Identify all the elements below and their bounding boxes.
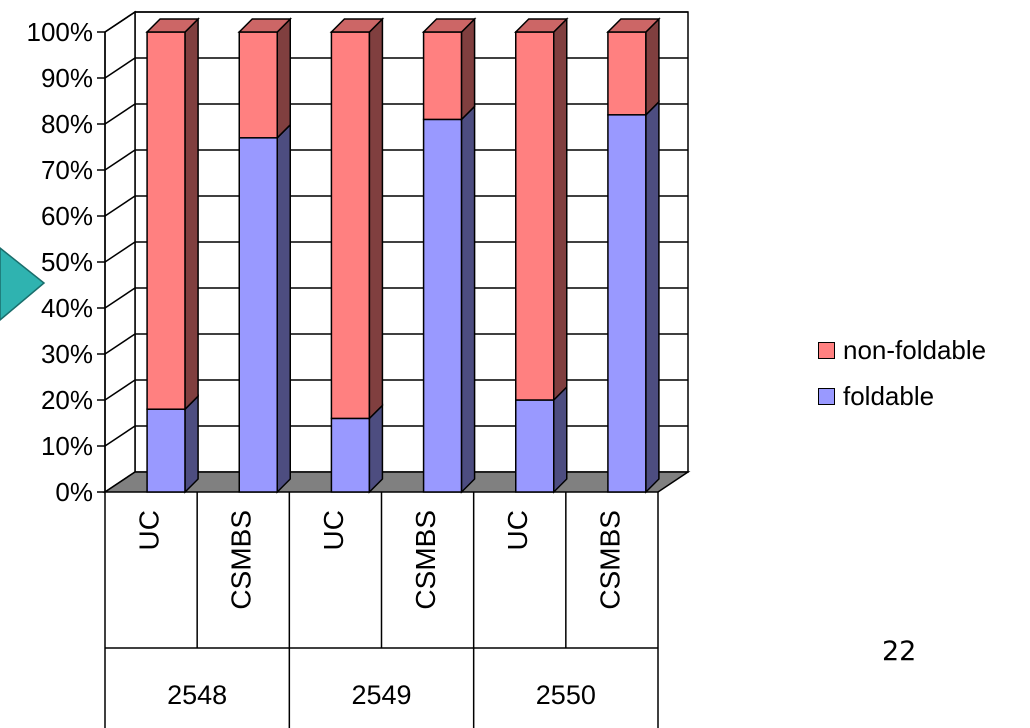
x-group-label: 2548	[167, 680, 227, 710]
y-tick-label: 0%	[55, 477, 93, 507]
bar-non-foldable-5	[607, 31, 647, 116]
y-tick-label: 10%	[41, 431, 93, 461]
x-tick-label: CSMBS	[594, 510, 625, 610]
x-tick-label: UC	[318, 510, 349, 550]
gridline	[104, 379, 688, 401]
legend-label-non-foldable: non-foldable	[843, 334, 987, 365]
x-tick-label: CSMBS	[410, 510, 441, 610]
bar-top-non-foldable-5	[606, 18, 661, 33]
bar-side-foldable-5	[645, 99, 660, 494]
y-tick-label: 50%	[41, 247, 93, 277]
gridline	[104, 333, 688, 355]
gridline	[104, 149, 688, 171]
gridline	[104, 425, 688, 447]
gridline	[104, 103, 688, 125]
bar-top-non-foldable-3	[421, 18, 477, 33]
gridline	[104, 11, 688, 33]
bar-side-foldable-1	[276, 122, 291, 494]
y-tick-label: 80%	[41, 109, 93, 139]
bar-foldable-4	[515, 399, 555, 493]
bar-side-non-foldable-0	[184, 17, 199, 412]
x-tick-label: CSMBS	[226, 510, 257, 610]
bar-foldable-1	[238, 137, 278, 493]
bar-top-non-foldable-0	[145, 18, 200, 33]
bar-top-non-foldable-1	[237, 18, 293, 33]
legend-item-non-foldable: non-foldable	[818, 330, 986, 370]
bar-top-non-foldable-4	[513, 18, 569, 33]
legend: non-foldable foldable	[818, 330, 986, 422]
x-group-label: 2549	[351, 680, 411, 710]
bar-side-non-foldable-1	[276, 17, 291, 140]
bar-foldable-2	[330, 417, 371, 493]
bar-side-foldable-4	[553, 385, 568, 494]
y-tick-label: 20%	[41, 385, 93, 415]
decorative-arrow-icon	[0, 247, 46, 321]
bar-top-non-foldable-2	[329, 18, 385, 33]
bar-side-non-foldable-2	[368, 17, 384, 421]
y-tick-label: 100%	[27, 17, 94, 47]
gridline	[104, 57, 688, 79]
bar-non-foldable-1	[238, 31, 278, 139]
bar-non-foldable-0	[146, 31, 186, 410]
y-tick-label: 30%	[41, 339, 93, 369]
bar-non-foldable-2	[330, 31, 371, 420]
slide-number: 22	[882, 636, 917, 667]
legend-item-foldable: foldable	[818, 376, 986, 416]
bar-side-foldable-3	[460, 104, 476, 494]
x-tick-label: UC	[133, 510, 164, 550]
bar-side-foldable-0	[184, 394, 199, 494]
gridline	[104, 241, 688, 263]
gridline	[104, 287, 688, 309]
y-tick-label: 60%	[41, 201, 93, 231]
bar-foldable-5	[607, 114, 647, 493]
legend-swatch-foldable	[818, 387, 835, 405]
y-tick-label: 90%	[41, 63, 93, 93]
legend-label-foldable: foldable	[843, 380, 935, 411]
bar-foldable-0	[146, 408, 186, 493]
legend-swatch-non-foldable	[818, 341, 835, 359]
bar-foldable-3	[422, 118, 463, 493]
bar-side-non-foldable-3	[460, 17, 476, 122]
gridline	[104, 195, 688, 217]
bar-side-non-foldable-5	[645, 17, 660, 117]
bar-non-foldable-3	[422, 31, 463, 121]
x-group-label: 2550	[536, 680, 596, 710]
y-tick-label: 40%	[41, 293, 93, 323]
bar-side-foldable-2	[368, 403, 384, 494]
bar-side-non-foldable-4	[553, 17, 568, 402]
bar-non-foldable-4	[515, 31, 555, 401]
y-tick-label: 70%	[41, 155, 93, 185]
x-tick-label: UC	[502, 510, 533, 550]
